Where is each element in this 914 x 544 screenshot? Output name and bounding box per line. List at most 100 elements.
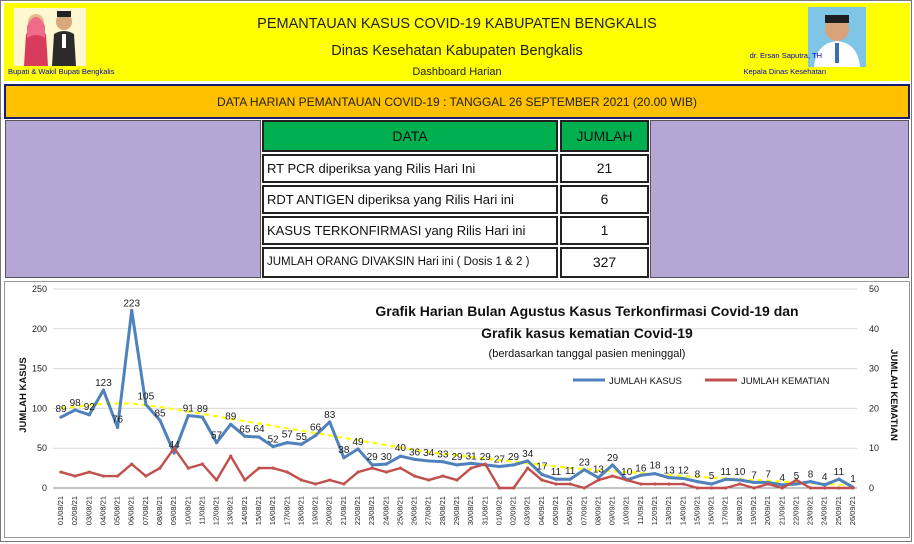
cases-point [752, 480, 756, 485]
y-left-tick-label: 250 [32, 284, 47, 294]
cases-point [313, 433, 318, 438]
x-tick-label: 24/08/21 [381, 496, 390, 525]
cases-point [469, 461, 473, 465]
cases-data-label: 89 [197, 404, 209, 415]
deaths-point [313, 482, 318, 486]
cases-point [568, 477, 572, 481]
deaths-point [370, 466, 374, 470]
y-axis-right-label: JUMLAH KEMATIAN [888, 349, 899, 441]
deaths-point [766, 482, 770, 486]
cases-data-label: 8 [808, 470, 814, 481]
cases-point [115, 425, 120, 430]
cases-data-label: 11 [834, 467, 845, 478]
cases-data-label: 57 [211, 431, 223, 442]
cases-point [610, 463, 615, 467]
cases-point [427, 459, 431, 463]
cases-point [794, 482, 799, 486]
cases-data-label: 76 [112, 415, 124, 426]
cases-data-label: 27 [494, 455, 506, 466]
cases-data-label: 7 [751, 470, 757, 481]
y-left-tick-label: 150 [32, 364, 47, 374]
cases-point [59, 415, 63, 419]
y-left-tick-label: 200 [32, 324, 47, 334]
page-title: PEMANTAUAN KASUS COVID-19 KABUPATEN BENG… [257, 16, 657, 32]
cases-data-label: 11 [551, 467, 562, 478]
x-tick-label: 10/08/21 [183, 496, 192, 525]
cases-point [808, 480, 813, 484]
deaths-point [610, 474, 615, 478]
cases-point [738, 478, 742, 482]
cases-point [271, 445, 275, 449]
cases-point [356, 447, 360, 451]
cases-data-label: 105 [138, 391, 155, 402]
deaths-point [285, 470, 289, 474]
deaths-point [342, 482, 346, 486]
deaths-point [115, 474, 120, 478]
deaths-point [271, 466, 275, 470]
x-tick-label: 23/09/21 [806, 496, 815, 525]
deaths-point [412, 474, 417, 478]
table-row-value: 6 [560, 185, 649, 214]
deaths-point [130, 462, 134, 466]
cases-point [384, 462, 388, 466]
cases-point [73, 408, 77, 412]
right-panel [650, 120, 909, 278]
x-tick-label: 18/08/21 [296, 496, 305, 525]
cases-data-label: 11 [721, 467, 732, 478]
deaths-point [780, 486, 784, 490]
x-tick-label: 31/08/21 [480, 496, 489, 525]
cases-data-label: 10 [734, 467, 746, 478]
cases-data-label: 13 [664, 466, 676, 477]
deaths-point [469, 466, 473, 470]
table-header-jumlah: JUMLAH [560, 120, 649, 152]
cases-data-label: 11 [565, 466, 576, 477]
table-row-value: 21 [560, 154, 649, 183]
cases-data-label: 85 [154, 408, 166, 419]
cases-data-label: 13 [593, 465, 605, 476]
deaths-point [214, 478, 219, 482]
cases-point [455, 463, 459, 467]
cases-data-label: 16 [635, 463, 647, 474]
deaths-point [653, 482, 657, 486]
cases-point [441, 460, 445, 464]
x-tick-label: 06/09/21 [565, 496, 574, 525]
cases-point [653, 472, 657, 476]
x-tick-label: 22/09/21 [791, 496, 800, 525]
deaths-point [709, 486, 714, 490]
cases-data-label: 23 [579, 458, 591, 469]
cases-point [370, 463, 374, 467]
deaths-point [724, 486, 728, 490]
deaths-point [483, 462, 487, 466]
cases-data-label: 29 [607, 453, 619, 464]
cases-point [398, 454, 403, 458]
cases-data-label: 1 [850, 474, 856, 485]
x-tick-label: 14/09/21 [678, 496, 687, 525]
legend-cases-label: JUMLAH KASUS [609, 376, 682, 387]
x-tick-label: 18/09/21 [735, 496, 744, 525]
deaths-point [794, 478, 799, 482]
deaths-point [257, 466, 261, 470]
cases-data-label: 30 [381, 452, 393, 463]
y-right-tick-label: 20 [869, 403, 879, 413]
deaths-point [229, 454, 233, 458]
table-row-value: 327 [560, 247, 649, 278]
x-tick-label: 11/08/21 [197, 496, 206, 525]
x-tick-label: 19/09/21 [749, 496, 758, 525]
deaths-point [639, 482, 643, 486]
x-tick-label: 06/08/21 [127, 496, 136, 525]
x-tick-label: 16/09/21 [707, 496, 716, 525]
cases-data-label: 89 [55, 404, 67, 415]
x-tick-label: 04/08/21 [98, 496, 107, 525]
cases-point [695, 480, 700, 484]
cases-data-label: 4 [780, 473, 786, 484]
cases-data-label: 10 [621, 467, 633, 478]
cases-point [87, 413, 91, 417]
cases-point [540, 472, 544, 477]
y-right-tick-label: 30 [869, 364, 879, 374]
chart-subtitle: (berdasarkan tanggal pasien meninggal) [489, 348, 686, 360]
cases-data-label: 123 [95, 378, 112, 389]
deaths-point [526, 466, 530, 470]
y-right-tick-label: 40 [869, 324, 879, 334]
x-tick-label: 24/09/21 [820, 496, 829, 525]
deaths-point [738, 482, 742, 486]
